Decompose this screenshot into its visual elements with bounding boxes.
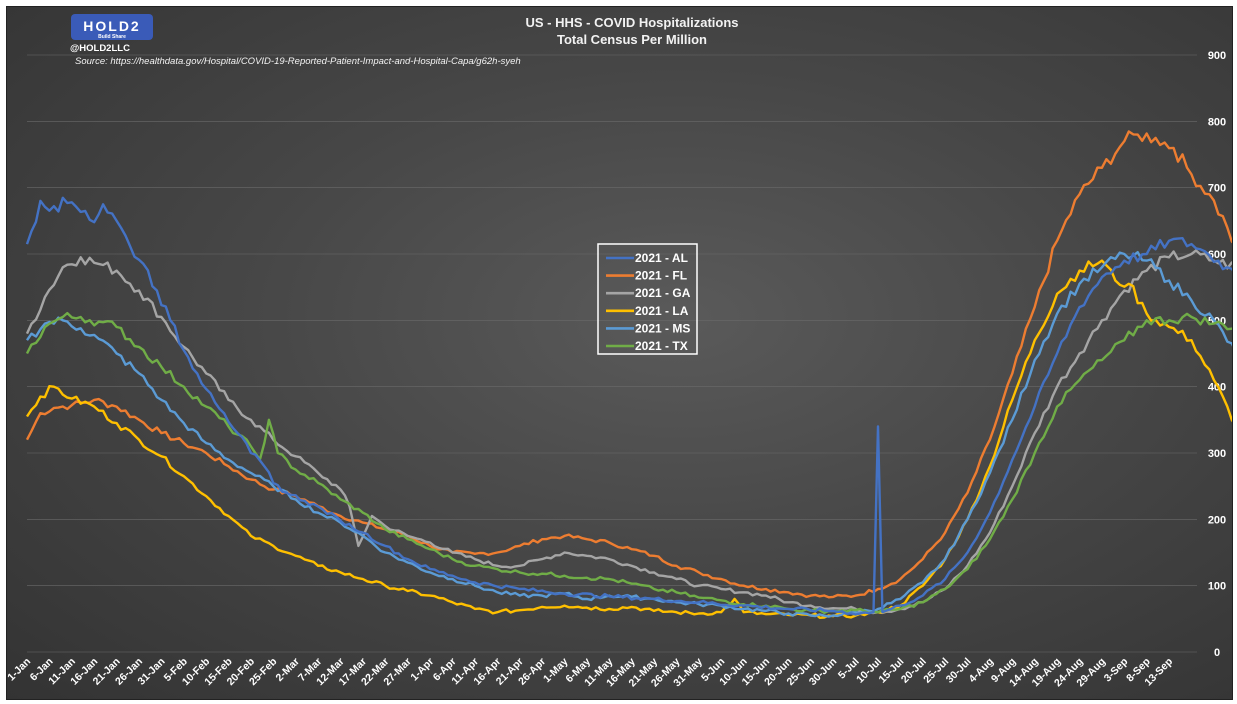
x-axis: 1-Jan6-Jan11-Jan16-Jan21-Jan26-Jan31-Jan…	[7, 656, 1175, 690]
logo-brand: HOLD2	[83, 18, 140, 34]
legend-label-tx: 2021 - TX	[635, 339, 688, 353]
legend: 2021 - AL 2021 - FL 2021 - GA 2021 - LA 2021…	[597, 243, 698, 355]
logo-badge	[71, 14, 153, 40]
series-line-fl	[25, 130, 1232, 599]
x-tick-label: 1-Jan	[7, 656, 33, 684]
chart: HOLD2 Build Share @HOLD2LLC Source: http…	[7, 14, 1232, 690]
series-line-ga	[25, 249, 1232, 615]
chart-subtitle: Total Census Per Million	[557, 32, 707, 47]
x-tick-label: 3-Sep	[1102, 656, 1131, 685]
y-tick-label: 0	[1214, 647, 1220, 659]
legend-label-la: 2021 - LA	[635, 304, 689, 318]
x-tick-label: 1-Apr	[408, 656, 436, 684]
x-tick-label: 2-Mar	[274, 656, 302, 684]
y-tick-label: 200	[1208, 514, 1226, 526]
legend-label-fl: 2021 - FL	[635, 269, 687, 283]
y-tick-label: 900	[1208, 50, 1226, 62]
source-note: Source: https://healthdata.gov/Hospital/…	[75, 56, 521, 67]
y-tick-label: 300	[1208, 448, 1226, 460]
legend-label-ms: 2021 - MS	[635, 321, 690, 335]
logo: HOLD2 Build Share @HOLD2LLC	[70, 14, 153, 54]
legend-box	[597, 243, 698, 355]
series-line-la	[25, 259, 1232, 619]
series-lines	[25, 130, 1232, 619]
legend-label-ga: 2021 - GA	[635, 286, 691, 300]
logo-handle: @HOLD2LLC	[70, 43, 130, 54]
chart-title: US - HHS - COVID Hospitalizations	[525, 15, 738, 30]
series-line-al	[25, 196, 1232, 616]
y-tick-label: 700	[1208, 183, 1226, 195]
y-tick-label: 800	[1208, 116, 1226, 128]
y-tick-label: 400	[1208, 382, 1226, 394]
logo-tagline: Build Share	[98, 34, 126, 40]
y-tick-label: 100	[1208, 581, 1226, 593]
legend-label-al: 2021 - AL	[635, 251, 688, 265]
series-line-tx	[25, 311, 1232, 615]
x-tick-label: 30-Jul	[944, 656, 974, 686]
chart-frame: HOLD2 Build Share @HOLD2LLC Source: http…	[6, 6, 1233, 700]
